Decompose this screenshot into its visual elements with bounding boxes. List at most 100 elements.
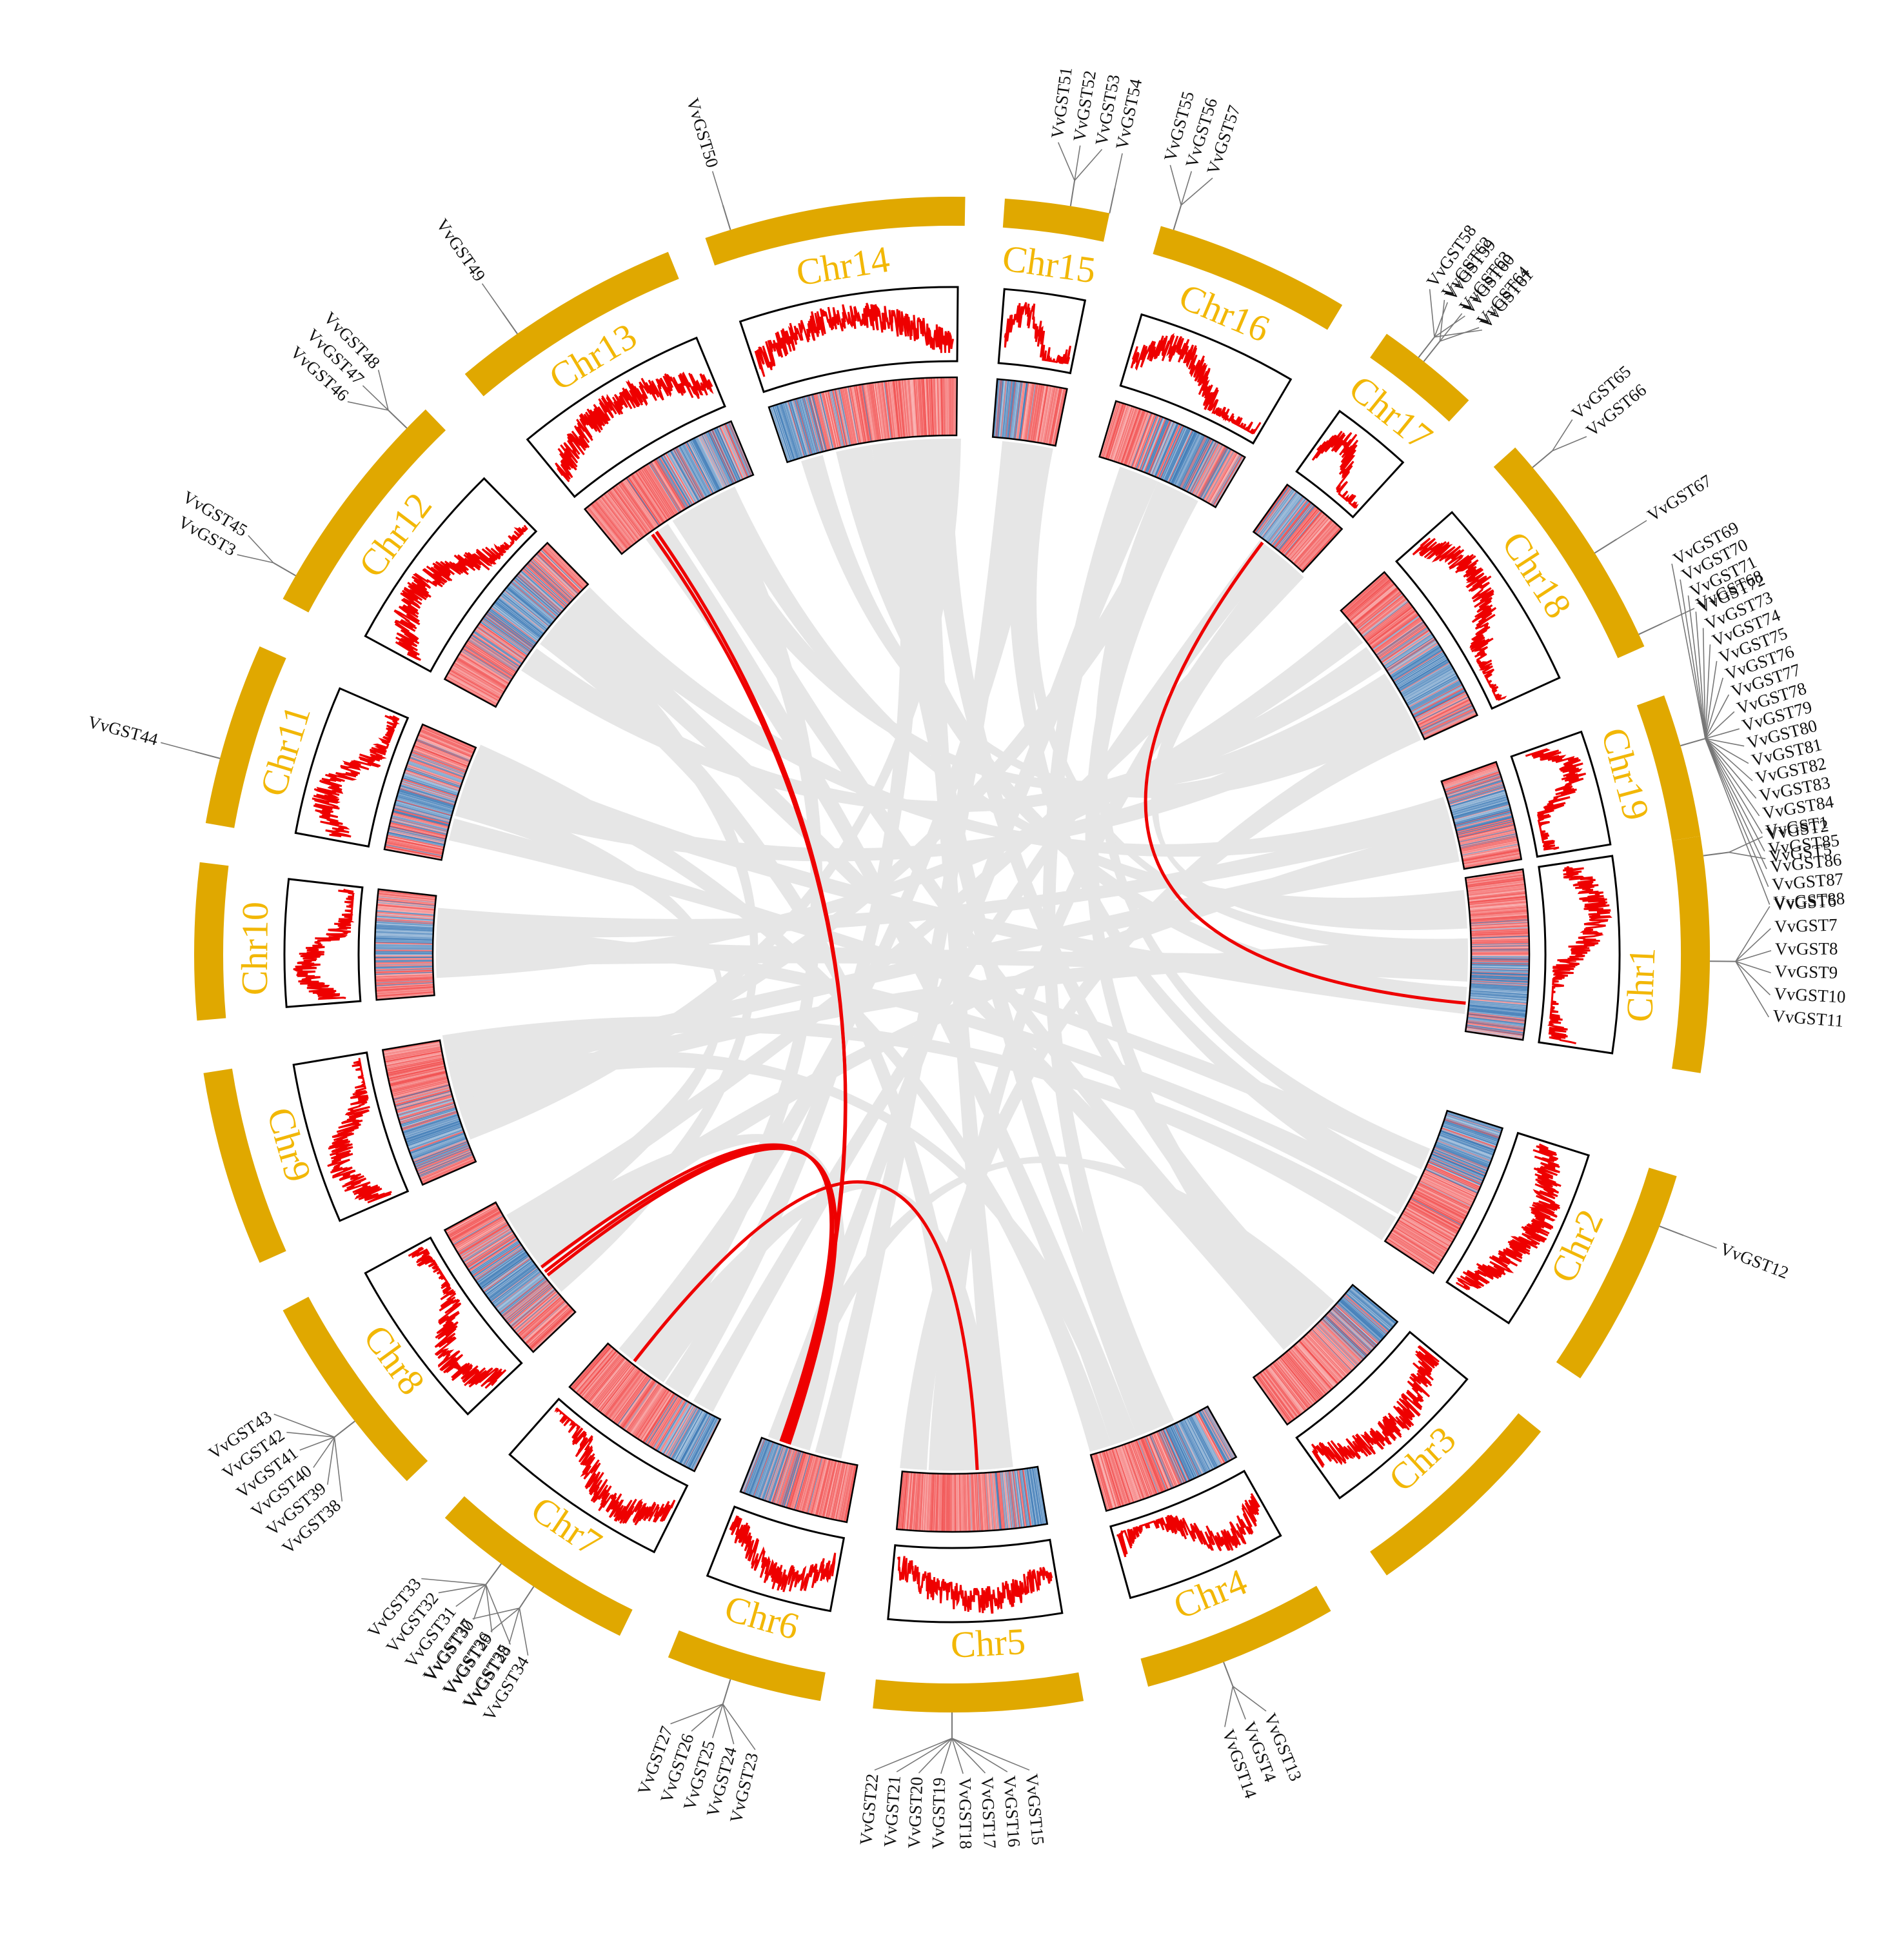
heatmap-cell: [447, 1206, 499, 1236]
heatmap-cell: [1286, 513, 1325, 559]
heatmap-cell: [469, 1239, 519, 1273]
heatmap-cell: [1138, 1438, 1160, 1494]
heatmap-cell: [798, 1454, 815, 1512]
heatmap-cell: [1136, 1439, 1158, 1494]
heatmap-cell: [1256, 486, 1291, 535]
heatmap-cell: [1267, 496, 1304, 543]
heatmap-cell: [375, 986, 434, 991]
heatmap-cell: [1403, 668, 1454, 699]
heatmap-cell: [451, 1214, 503, 1244]
heatmap-cell: [1107, 1449, 1126, 1506]
heatmap-cell: [837, 388, 849, 446]
heatmap-cell: [1465, 1028, 1523, 1038]
heatmap-cell: [397, 793, 453, 811]
heatmap-cell: [1413, 1191, 1466, 1219]
heatmap-cell: [1442, 762, 1497, 783]
heatmap-cell: [684, 442, 713, 495]
heatmap-cell: [375, 942, 433, 945]
heatmap-cell: [826, 1461, 840, 1518]
heatmap-cell: [1254, 1376, 1289, 1425]
heatmap-cell: [580, 1352, 619, 1398]
heatmap-cell: [1443, 1122, 1499, 1142]
heatmap-cell: [1423, 1169, 1478, 1195]
heatmap-cell: [851, 386, 863, 444]
heatmap-cell: [850, 386, 862, 444]
heatmap-cell: [1468, 1007, 1527, 1014]
heatmap-cell: [1456, 817, 1513, 832]
heatmap-cell: [387, 1062, 444, 1076]
heatmap-cell: [1423, 713, 1477, 739]
heatmap-cell: [793, 1454, 811, 1510]
heatmap-cell: [406, 1125, 462, 1146]
heatmap-cell: [1147, 420, 1171, 474]
heatmap-cell: [474, 1246, 523, 1280]
heatmap-cell: [384, 1048, 442, 1060]
heatmap-cell: [502, 1280, 548, 1317]
heatmap-cell: [1306, 1333, 1347, 1377]
heatmap-cell: [397, 1100, 454, 1118]
heatmap-cell: [396, 1095, 453, 1112]
heatmap-cell: [673, 448, 702, 501]
heatmap-cell: [1013, 381, 1022, 439]
heatmap-cell: [1327, 1313, 1370, 1354]
heatmap-cell: [456, 658, 507, 689]
heatmap-cell: [1387, 1237, 1436, 1270]
heatmap-cell: [1186, 439, 1214, 492]
heatmap-cell: [590, 1359, 628, 1405]
heatmap-cell: [824, 1460, 838, 1518]
heatmap-cell: [1391, 646, 1440, 678]
heatmap-cell: [631, 1385, 664, 1435]
heatmap-cell: [377, 904, 435, 911]
heatmap-cell: [1403, 1211, 1454, 1240]
heatmap-cell: [1161, 1429, 1185, 1484]
heatmap-frame-chr17: [1252, 483, 1344, 573]
heatmap-cell: [1002, 380, 1009, 438]
heatmap-cell: [1155, 423, 1179, 477]
heatmap-cell: [942, 1473, 944, 1532]
heatmap-cell: [825, 1461, 839, 1518]
heatmap-cell: [476, 626, 525, 661]
heatmap-cell: [1135, 414, 1156, 470]
heatmap-cell: [933, 1473, 936, 1532]
heatmap-cell: [1025, 382, 1035, 441]
heatmap-cell: [1259, 1373, 1294, 1420]
heatmap-cell: [791, 399, 809, 456]
heatmap-cell: [633, 1387, 666, 1436]
heatmap-cell: [464, 644, 514, 677]
heatmap-cell: [1156, 1431, 1180, 1485]
heatmap-cell: [375, 958, 433, 960]
heatmap-cell: [466, 642, 516, 674]
heatmap-cell: [1389, 642, 1438, 675]
heatmap-cell: [388, 829, 446, 843]
heatmap-cell: [648, 1396, 679, 1446]
heatmap-cell: [1388, 1235, 1438, 1267]
leader-line: [472, 1607, 520, 1620]
density-line-track: [283, 286, 1621, 1623]
heatmap-cell: [469, 637, 519, 670]
leader-line: [1735, 961, 1771, 996]
heatmap-cell: [457, 657, 508, 688]
heatmap-cell: [1438, 1135, 1494, 1156]
heatmap-cell: [1265, 1368, 1302, 1415]
heatmap-cell: [1027, 383, 1036, 441]
heatmap-cell: [624, 479, 658, 528]
heatmap-cell: [848, 386, 860, 444]
heatmap-cell: [1471, 931, 1529, 935]
heatmap-cell: [784, 1451, 802, 1507]
heatmap-cell: [487, 1262, 535, 1298]
heatmap-cell: [799, 1455, 816, 1512]
heatmap-cell: [1305, 1335, 1345, 1378]
heatmap-cell: [1314, 1325, 1356, 1368]
heatmap-cell: [878, 382, 888, 440]
heatmap-cell: [1198, 1411, 1228, 1463]
heatmap-cell: [1471, 958, 1529, 960]
heatmap-cell: [409, 1131, 464, 1152]
heatmap-cell: [902, 1472, 909, 1530]
heatmap-cell: [1277, 1358, 1315, 1405]
heatmap-cell: [599, 497, 636, 544]
heatmap-cell: [1200, 1410, 1229, 1462]
leader-line: [1418, 336, 1435, 358]
leader-line: [1114, 153, 1123, 188]
heatmap-cell: [465, 643, 515, 676]
heatmap-cell: [375, 921, 434, 926]
